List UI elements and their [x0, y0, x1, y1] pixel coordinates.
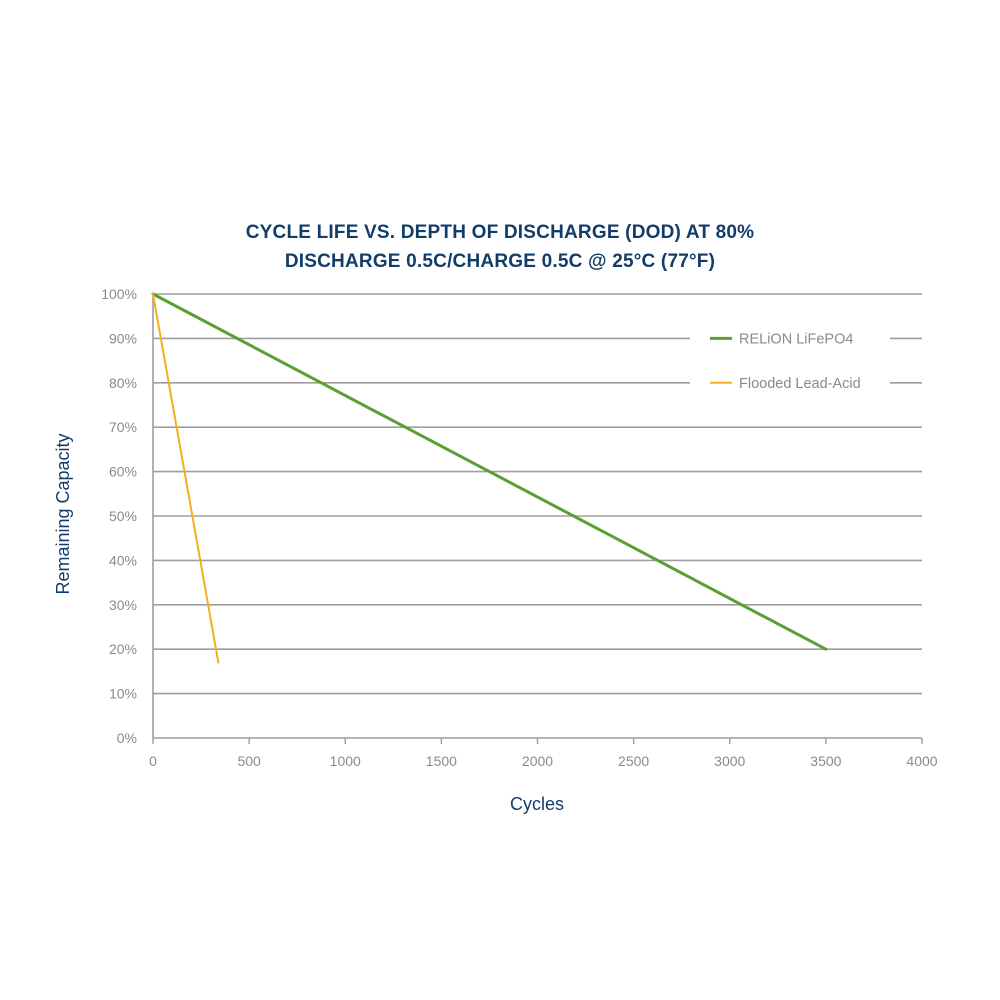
y-tick-label: 0% — [117, 730, 137, 746]
y-tick-label: 40% — [109, 552, 137, 568]
y-tick-label: 10% — [109, 686, 137, 702]
legend: RELiON LiFePO4 Flooded Lead-Acid — [710, 331, 861, 392]
series-layer — [151, 292, 828, 664]
x-tick-label: 3000 — [714, 753, 745, 769]
y-tick-label: 90% — [109, 330, 137, 346]
legend-label-lifepo4: RELiON LiFePO4 — [739, 331, 853, 347]
y-tick-label: 80% — [109, 375, 137, 391]
grid-layer — [153, 293, 922, 695]
series-line-lifepo4 — [151, 292, 828, 651]
y-tick-label: 50% — [109, 508, 137, 524]
x-tick-label: 0 — [149, 753, 157, 769]
axis-layer: 0% 10% 20% 30% 40% 50% 60% 70% 80% 90% 100% 0 500 100… — [101, 286, 938, 769]
y-axis-title: Remaining Capacity — [53, 433, 73, 594]
y-tick-label: 20% — [109, 641, 137, 657]
chart-title-line-1: CYCLE LIFE VS. DEPTH OF DISCHARGE (DOD) … — [245, 222, 755, 243]
y-tick-label: 30% — [109, 597, 137, 613]
x-tick-label: 1500 — [426, 753, 457, 769]
x-tick-label: 3500 — [810, 753, 841, 769]
x-tick-label: 2000 — [522, 753, 553, 769]
x-tick-label: 500 — [237, 753, 261, 769]
x-axis-title: Cycles — [510, 794, 564, 814]
x-tick-label: 4000 — [906, 753, 937, 769]
legend-label-lead-acid: Flooded Lead-Acid — [739, 376, 861, 392]
chart-title-line-2: DISCHARGE 0.5C/CHARGE 0.5C @ 25°C (77°F) — [284, 251, 716, 272]
x-tick-label: 1000 — [330, 753, 361, 769]
y-tick-label: 70% — [109, 419, 137, 435]
series-line-lead-acid — [152, 293, 220, 664]
y-tick-label: 60% — [109, 464, 137, 480]
x-tick-label: 2500 — [618, 753, 649, 769]
y-tick-label: 100% — [101, 286, 137, 302]
